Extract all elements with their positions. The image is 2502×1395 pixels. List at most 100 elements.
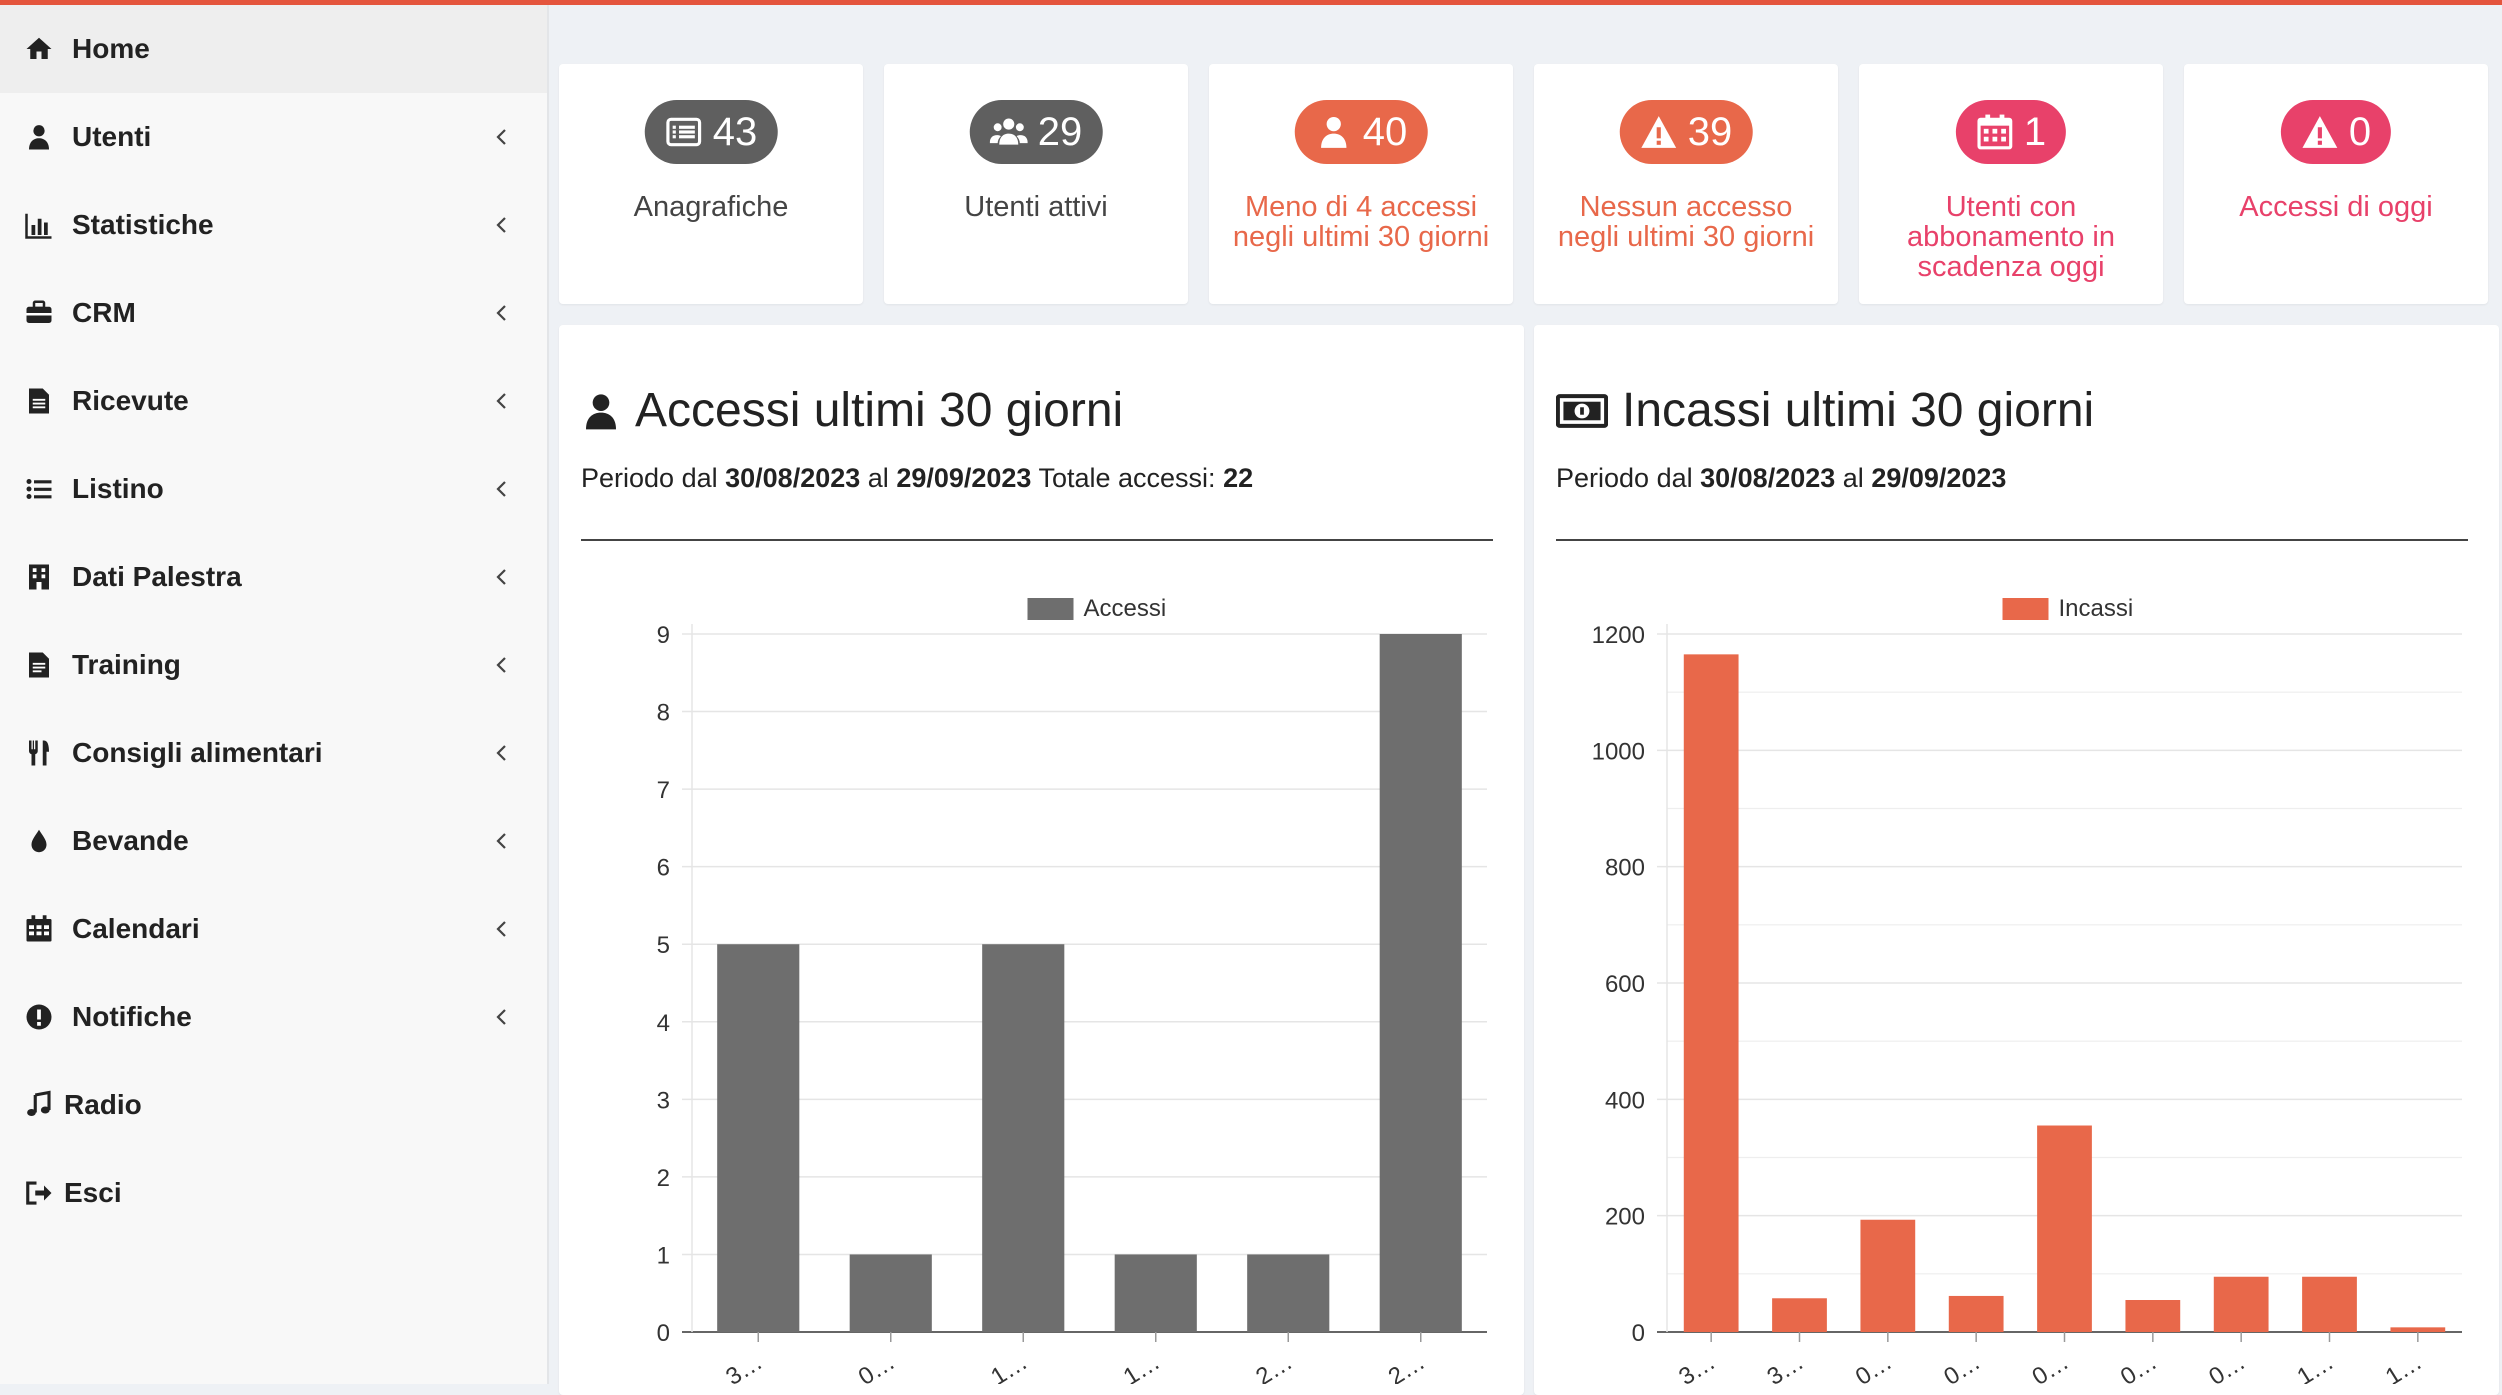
sidebar-item-dati-palestra[interactable]: Dati Palestra [0,533,547,621]
bar[interactable] [1860,1219,1916,1332]
calendar-icon [26,915,52,942]
list-icon [26,479,52,499]
y-tick-label: 7 [657,777,670,804]
accessi-panel: Accessi ultimi 30 giorni Periodo dal 30/… [559,325,1524,1395]
bar[interactable] [2213,1276,2269,1332]
chevron-left-icon [496,657,506,673]
stat-label: Utenti con abbonamento in scadenza oggi [1907,191,2115,283]
incassi-period: Periodo dal 30/08/2023 al 29/09/2023 [1556,463,2006,494]
x-tick-label: 0… [854,1348,900,1384]
x-tick-label: 0… [2028,1348,2074,1384]
stat-card-utenti-attivi[interactable]: 29 Utenti attivi [884,64,1188,304]
y-tick-label: 5 [657,932,670,959]
chevron-left-icon [496,569,506,585]
x-tick-label: 0… [2204,1348,2250,1384]
y-tick-label: 1000 [1592,738,1645,765]
bar[interactable] [2037,1125,2092,1332]
bar[interactable] [2390,1327,2446,1332]
divider [1556,539,2468,541]
sidebar-item-label: Radio [64,1089,142,1120]
stat-card-nessun-accesso[interactable]: 39 Nessun accesso negli ultimi 30 giorni [1534,64,1838,304]
sidebar-item-listino[interactable]: Listino [0,445,547,533]
stat-label: Anagrafiche [633,191,789,223]
sign-out-icon [26,1181,52,1205]
period-to: 29/09/2023 [1871,463,2007,493]
stat-card-accessi-oggi[interactable]: 0 Accessi di oggi [2184,64,2488,304]
x-tick-label: 1… [2293,1348,2339,1384]
stat-value: 29 [1037,109,1083,154]
sidebar-item-label: Consigli alimentari [72,737,323,768]
y-tick-label: 0 [657,1320,670,1347]
bar[interactable] [1114,1254,1197,1332]
sidebar: Home Utenti Statistiche CRM Ricevute Lis… [0,5,549,1384]
stat-value: 1 [2023,109,2047,154]
x-tick-label: 2… [1384,1348,1430,1384]
sidebar-item-radio[interactable]: Radio [0,1061,547,1149]
stat-card-anagrafiche[interactable]: 43 Anagrafiche [559,64,863,304]
bar[interactable] [1379,634,1462,1332]
sidebar-item-calendari[interactable]: Calendari [0,885,547,973]
divider [581,539,1493,541]
y-tick-label: 9 [657,622,670,649]
y-tick-label: 800 [1605,855,1645,882]
legend-swatch[interactable] [2002,598,2049,620]
y-tick-label: 1 [657,1242,670,1269]
sidebar-item-training[interactable]: Training [0,621,547,709]
chevron-left-icon [496,129,506,145]
sidebar-item-esci[interactable]: Esci [0,1149,547,1237]
sidebar-item-consigli-alimentari[interactable]: Consigli alimentari [0,709,547,797]
period-prefix: Periodo dal [1556,463,1693,493]
stat-value: 43 [712,109,758,154]
building-icon [29,564,49,590]
sidebar-item-label: Utenti [72,121,152,152]
stat-card-scadenza-oggi[interactable]: 1 Utenti con abbonamento in scadenza ogg… [1859,64,2163,304]
sidebar-item-home[interactable]: Home [0,5,547,93]
bar[interactable] [1683,654,1739,1332]
bar[interactable] [1948,1295,2004,1332]
user-icon [1321,116,1347,148]
sidebar-item-label: Listino [72,473,164,504]
x-tick-label: 3… [721,1348,767,1384]
sidebar-item-ricevute[interactable]: Ricevute [0,357,547,445]
y-tick-label: 8 [657,700,670,727]
total-value: 22 [1223,463,1254,493]
stat-label: Meno di 4 accessi negli ultimi 30 giorni [1232,191,1490,253]
sidebar-item-bevande[interactable]: Bevande [0,797,547,885]
drop-icon [31,829,47,853]
sidebar-item-label: Statistiche [72,209,214,240]
sidebar-item-utenti[interactable]: Utenti [0,93,547,181]
legend-label[interactable]: Accessi [1084,595,1167,622]
y-tick-label: 1200 [1592,622,1645,649]
legend-label[interactable]: Incassi [2059,595,2134,622]
stat-value: 39 [1687,109,1733,154]
home-icon [26,37,52,59]
bar[interactable] [849,1254,932,1332]
bar[interactable] [717,944,800,1332]
stat-label: Accessi di oggi [2239,191,2433,223]
y-tick-label: 0 [1632,1320,1645,1347]
x-tick-label: 3… [1763,1348,1809,1384]
stat-value: 0 [2348,109,2372,154]
sidebar-item-crm[interactable]: CRM [0,269,547,357]
sidebar-item-label: Training [72,649,181,680]
stat-badge: 39 [1619,100,1753,164]
sidebar-item-statistiche[interactable]: Statistiche [0,181,547,269]
bar[interactable] [2125,1300,2181,1332]
bar[interactable] [982,944,1065,1332]
sidebar-item-notifiche[interactable]: Notifiche [0,973,547,1061]
incassi-panel: Incassi ultimi 30 giorni Periodo dal 30/… [1534,325,2499,1395]
x-tick-label: 0… [1939,1348,1985,1384]
period-al: al [867,463,889,493]
bar[interactable] [1247,1254,1330,1332]
stat-card-meno-accessi[interactable]: 40 Meno di 4 accessi negli ultimi 30 gio… [1209,64,1513,304]
legend-swatch[interactable] [1027,598,1074,620]
money-icon [1556,393,1608,428]
bar[interactable] [2302,1276,2357,1332]
x-tick-label: 1… [986,1348,1032,1384]
period-from: 30/08/2023 [725,463,861,493]
period-al: al [1842,463,1864,493]
chevron-left-icon [496,833,506,849]
x-tick-label: 0… [1851,1348,1897,1384]
period-from: 30/08/2023 [1700,463,1836,493]
bar[interactable] [1772,1298,1827,1332]
